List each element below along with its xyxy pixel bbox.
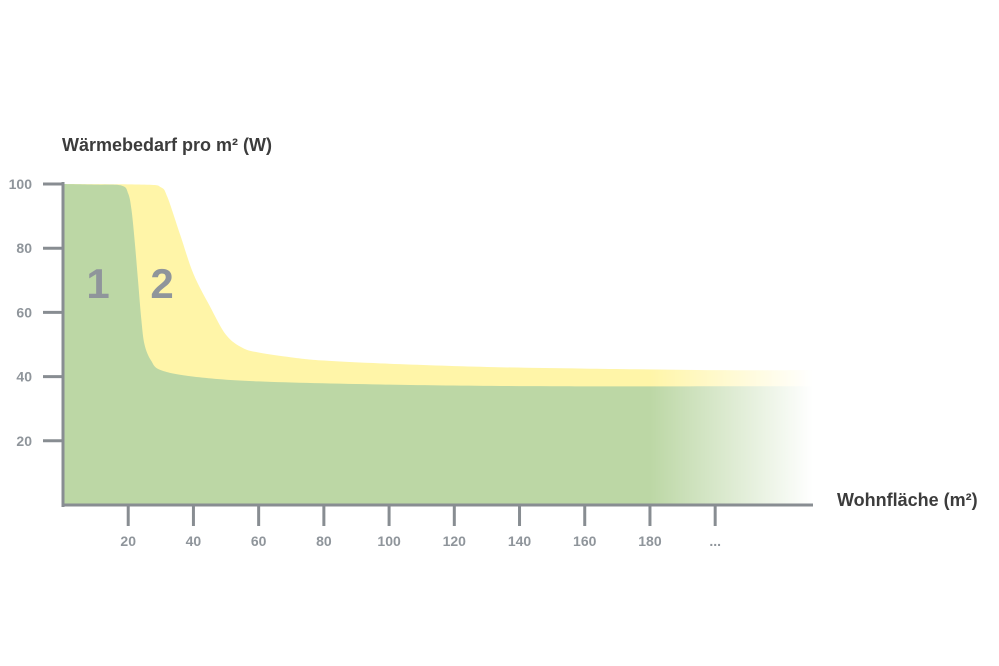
y-tick-label: 60 xyxy=(16,304,32,320)
y-tick-label: 100 xyxy=(9,176,33,192)
x-tick-label: 100 xyxy=(377,533,401,549)
area-series-1 xyxy=(63,184,813,505)
y-tick-label: 80 xyxy=(16,240,32,256)
x-tick-label: 120 xyxy=(443,533,467,549)
x-axis-title: Wohnfläche (m²) xyxy=(837,490,978,510)
y-axis-title: Wärmebedarf pro m² (W) xyxy=(62,135,273,155)
x-tick-label: 20 xyxy=(120,533,136,549)
x-tick-label: 180 xyxy=(638,533,662,549)
area-label-1: 1 xyxy=(86,260,109,307)
x-tick-label: 160 xyxy=(573,533,597,549)
x-tick-label: ... xyxy=(709,533,721,549)
y-tick-label: 20 xyxy=(16,433,32,449)
y-tick-label: 40 xyxy=(16,369,32,385)
x-tick-label: 40 xyxy=(186,533,202,549)
area-label-2: 2 xyxy=(150,260,173,307)
x-tick-label: 80 xyxy=(316,533,332,549)
x-tick-label: 60 xyxy=(251,533,267,549)
x-tick-label: 140 xyxy=(508,533,532,549)
